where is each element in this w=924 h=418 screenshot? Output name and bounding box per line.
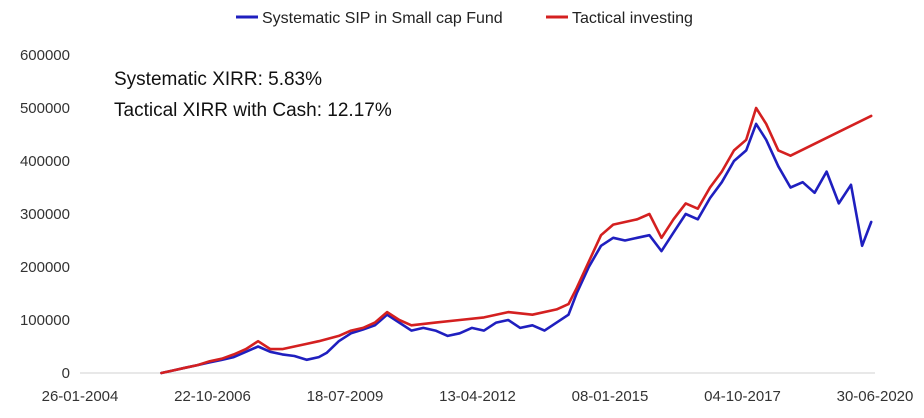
y-tick-label: 200000 <box>20 259 70 276</box>
y-tick-label: 500000 <box>20 100 70 117</box>
series-lines <box>160 106 873 375</box>
y-tick-label: 400000 <box>20 153 70 170</box>
x-tick-label: 08-01-2015 <box>572 388 649 405</box>
x-tick-label: 04-10-2017 <box>704 388 781 405</box>
x-tick-label: 22-10-2006 <box>174 388 251 405</box>
y-tick-label: 100000 <box>20 312 70 329</box>
annotation-systematic-xirr: Systematic XIRR: 5.83% <box>114 69 322 90</box>
x-tick-label: 30-06-2020 <box>837 388 914 405</box>
series-line-systematic-sip <box>160 122 873 375</box>
annotation-tactical-xirr: Tactical XIRR with Cash: 12.17% <box>114 100 392 121</box>
x-tick-label: 13-04-2012 <box>439 388 516 405</box>
legend: Systematic SIP in Small cap Fund Tactica… <box>236 10 693 27</box>
y-axis-ticks: 0 100000 200000 300000 400000 500000 600000 <box>20 47 70 382</box>
x-axis-ticks: 26-01-2004 22-10-2006 18-07-2009 13-04-2012… <box>42 388 914 405</box>
y-tick-label: 300000 <box>20 206 70 223</box>
legend-label-tactical-investing: Tactical investing <box>572 10 693 27</box>
series-line-tactical-investing <box>160 106 873 375</box>
x-tick-label: 26-01-2004 <box>42 388 119 405</box>
y-tick-label: 600000 <box>20 47 70 64</box>
x-tick-label: 18-07-2009 <box>307 388 384 405</box>
legend-label-systematic-sip: Systematic SIP in Small cap Fund <box>262 10 503 27</box>
y-tick-label: 0 <box>62 365 70 382</box>
